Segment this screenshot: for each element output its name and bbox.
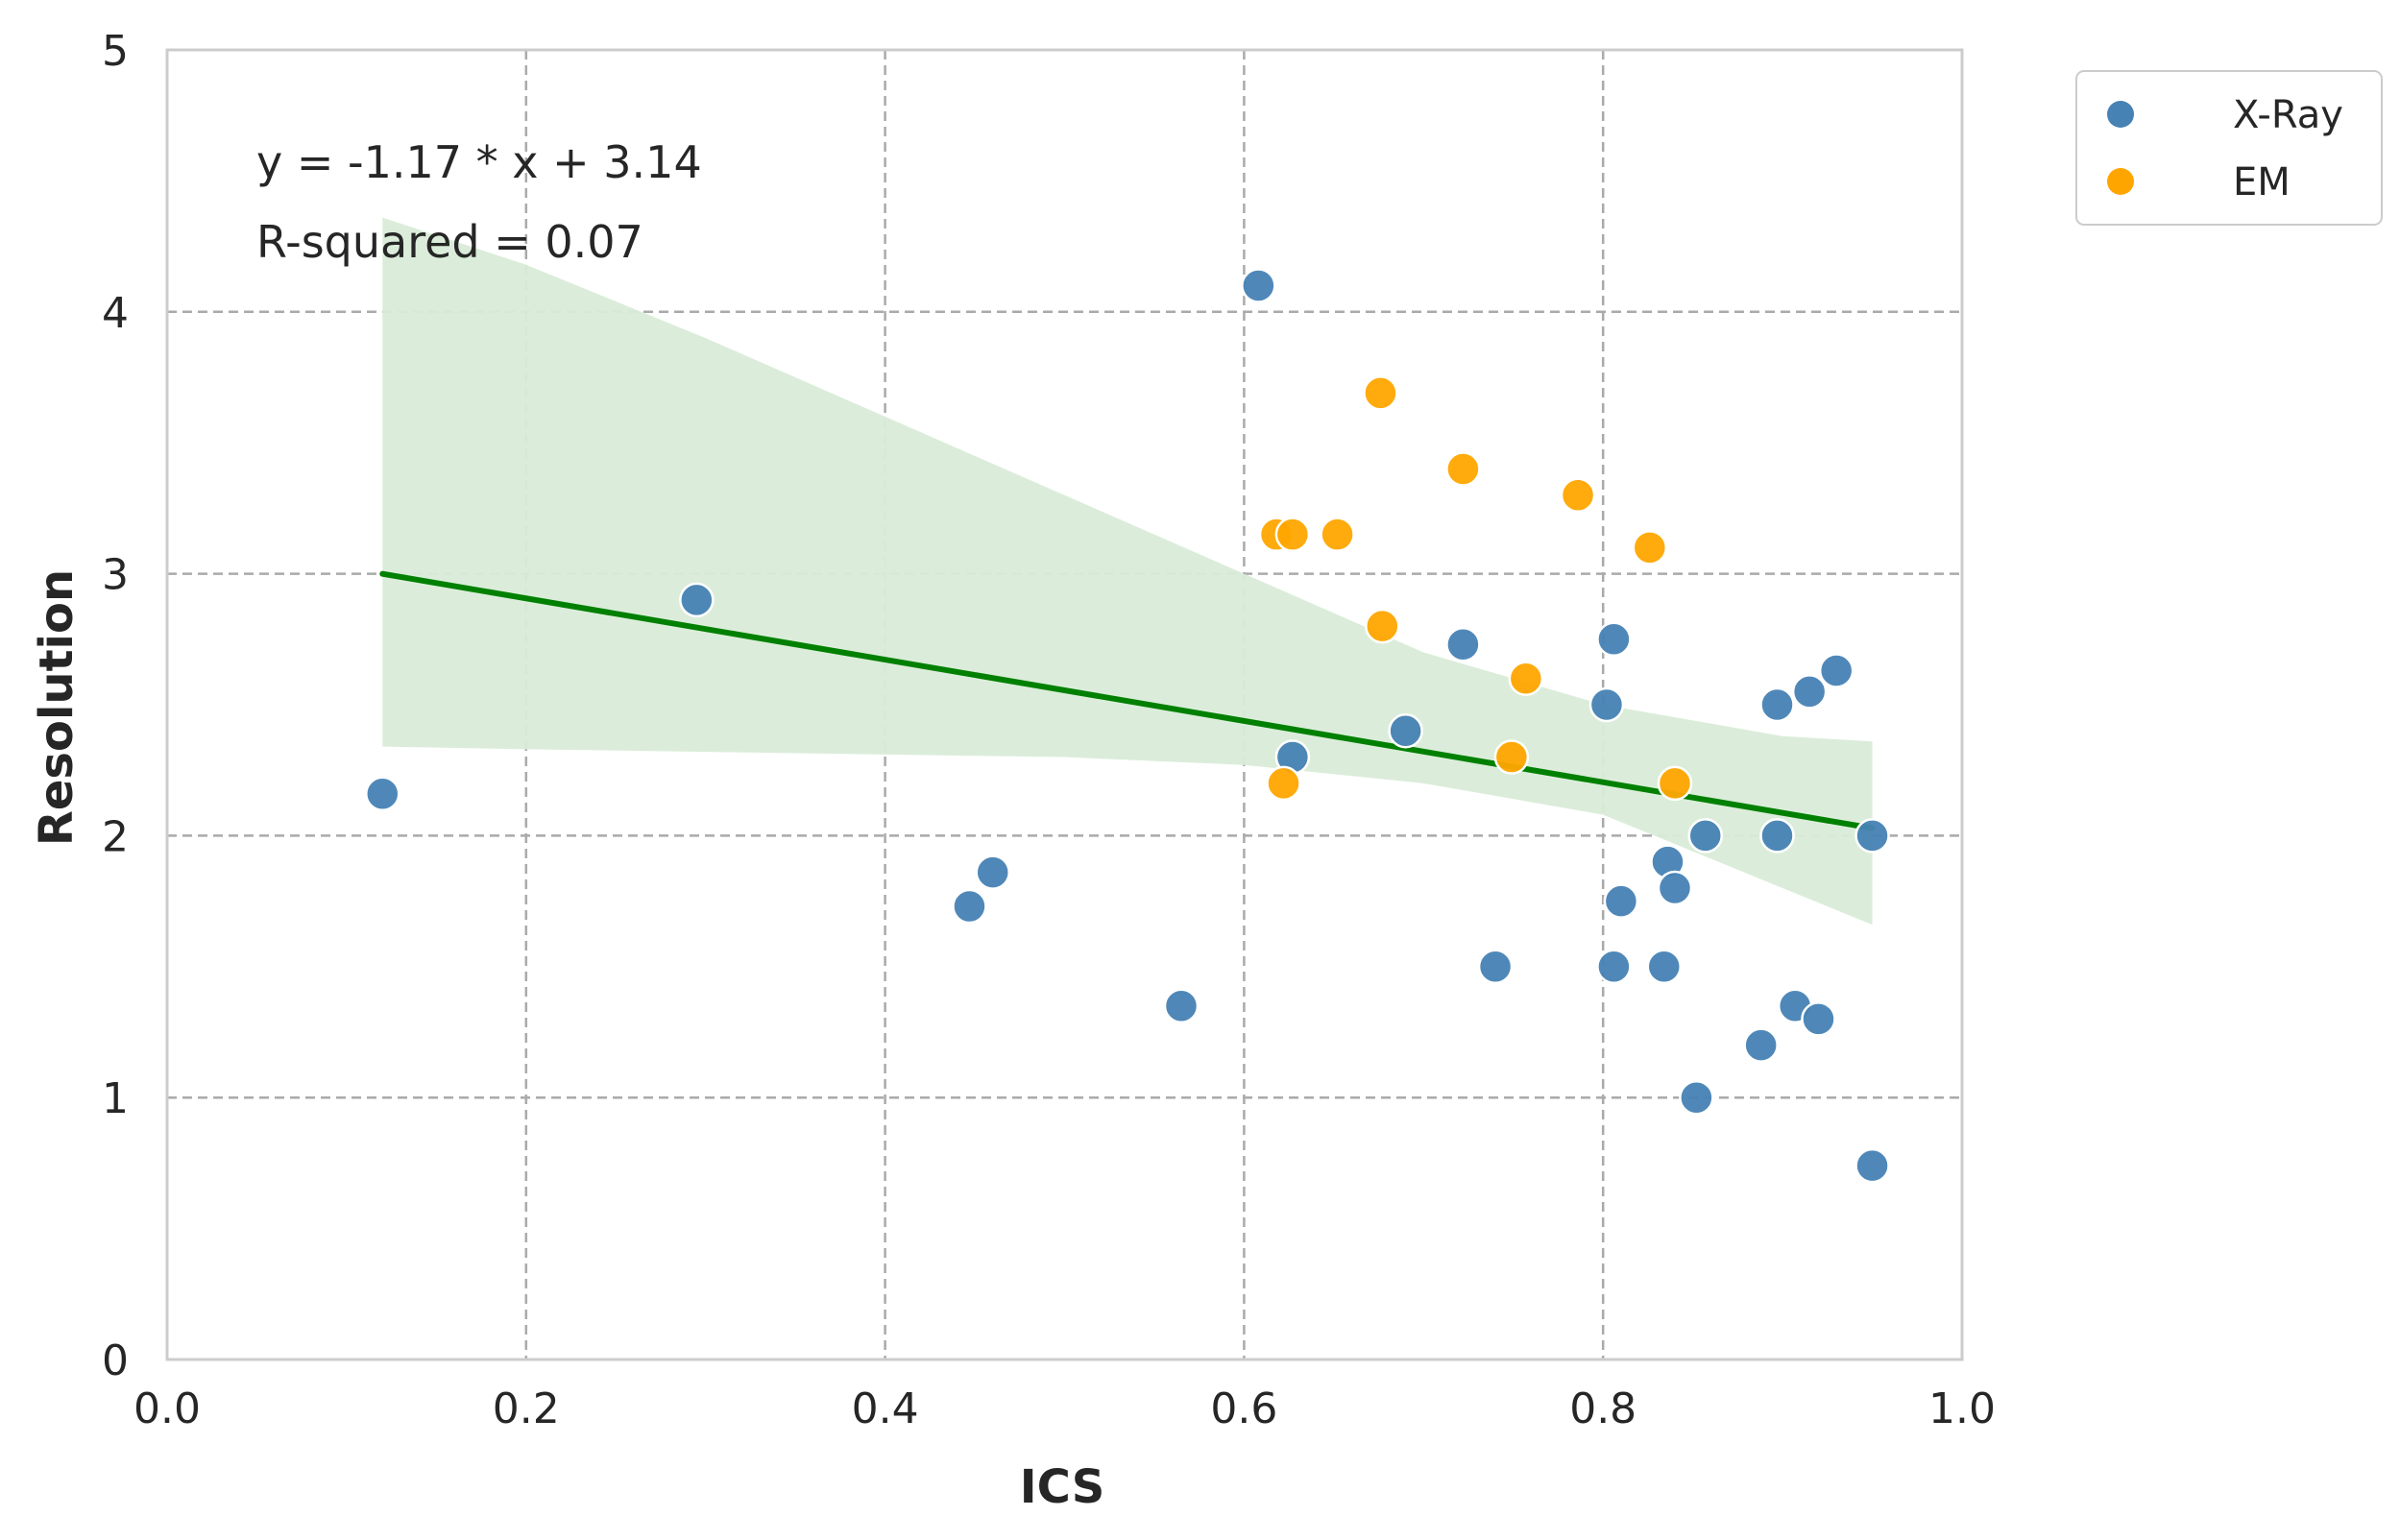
xray-point [1163, 988, 1200, 1023]
xray-point [952, 888, 987, 925]
xray-point [1791, 674, 1828, 710]
y-tick-label: 5 [102, 27, 129, 76]
em-point [1632, 530, 1668, 565]
xray-point [1596, 621, 1632, 658]
em-point [1363, 375, 1398, 411]
em-point [1560, 477, 1596, 514]
x-tick-label: 0.8 [1569, 1384, 1636, 1433]
xray-point [1445, 627, 1481, 662]
x-axis-label: ICS [1020, 1460, 1105, 1514]
regression-line-layer [379, 570, 1876, 831]
xray-point [1657, 870, 1693, 906]
xray-point [365, 776, 400, 812]
legend-marker-em [2107, 168, 2134, 195]
regression-equation: y = -1.17 * x + 3.14 [256, 136, 702, 188]
legend-marker-xray [2107, 101, 2134, 128]
xray-point [1477, 949, 1514, 985]
xray-point [679, 582, 715, 618]
xray-point [1855, 818, 1890, 854]
xray-point [1855, 1147, 1890, 1184]
x-tick-label: 0.4 [852, 1384, 919, 1433]
y-tick-label: 0 [102, 1336, 129, 1385]
legend-box [2075, 70, 2383, 226]
xray-point [1759, 818, 1795, 854]
confidence-band [382, 217, 1873, 926]
xray-point [1588, 686, 1625, 723]
y-tick-label: 2 [102, 812, 129, 861]
plot-frame [165, 48, 1964, 1361]
xray-point [1687, 818, 1723, 854]
em-point [1493, 739, 1530, 775]
em-point [1266, 765, 1301, 802]
x-tick-label: 0.2 [493, 1384, 560, 1433]
xray-point [1818, 653, 1855, 688]
legend-label-em: EM [2233, 160, 2291, 205]
xray-point [1801, 1001, 1836, 1037]
data-points-layer [365, 268, 1890, 1184]
confidence-band-layer [382, 217, 1873, 926]
em-point [1320, 517, 1355, 552]
xray-point [1388, 713, 1423, 749]
em-point [1657, 765, 1693, 802]
y-tick-label: 3 [102, 551, 129, 600]
xray-point [1759, 686, 1795, 723]
em-point [1508, 661, 1544, 696]
em-point [1274, 517, 1311, 552]
y-tick-label: 1 [102, 1074, 129, 1123]
xray-point [975, 854, 1010, 890]
y-axis-label: Resolution [30, 569, 84, 846]
x-tick-label: 0.6 [1210, 1384, 1277, 1433]
em-point [1445, 451, 1481, 487]
xray-point [1743, 1027, 1779, 1063]
em-point [1365, 608, 1400, 644]
regression-line [379, 570, 1876, 831]
x-tick-label: 0.0 [133, 1384, 201, 1433]
xray-point [1241, 268, 1276, 303]
r-squared-label: R-squared = 0.07 [256, 216, 643, 268]
y-tick-label: 4 [102, 289, 129, 338]
xray-point [1596, 949, 1632, 985]
tick-labels: 0.0 0.2 0.4 0.6 0.8 1.0 0 1 2 3 4 5 [102, 27, 1996, 1433]
xray-point [1646, 949, 1682, 985]
legend-label-xray: X-Ray [2233, 93, 2343, 137]
xray-point [1603, 883, 1639, 919]
x-tick-label: 1.0 [1928, 1384, 1996, 1433]
legend: X-Ray EM [2075, 70, 2383, 226]
xray-point [1679, 1079, 1714, 1116]
